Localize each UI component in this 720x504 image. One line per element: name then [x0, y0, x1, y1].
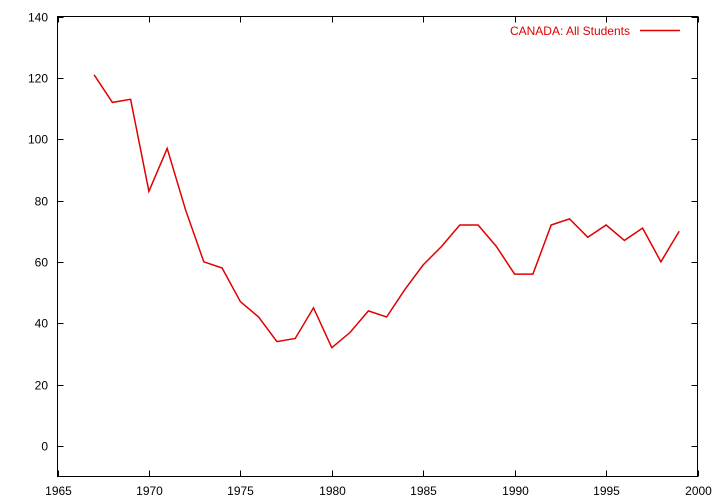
data-point	[403, 287, 407, 291]
data-point	[476, 223, 480, 227]
y-tick-label: 80	[35, 195, 49, 209]
y-tick-label: 100	[28, 133, 48, 147]
data-point	[220, 266, 224, 270]
data-point	[92, 73, 96, 77]
data-point	[385, 315, 389, 319]
data-point	[275, 340, 279, 344]
x-tick-label: 2000	[685, 484, 712, 498]
data-point	[641, 226, 645, 230]
data-point	[202, 260, 206, 264]
axis-ticks	[57, 16, 699, 477]
legend: CANADA: All Students	[510, 24, 680, 38]
data-point	[421, 263, 425, 267]
x-tick-label: 1970	[136, 484, 163, 498]
data-point	[494, 245, 498, 249]
data-point	[257, 315, 261, 319]
x-tick-label: 1985	[410, 484, 437, 498]
legend-label: CANADA: All Students	[510, 24, 630, 38]
data-point	[238, 300, 242, 304]
y-tick-labels: 0 20 40 60 80 100 120 140	[28, 11, 48, 454]
data-point	[312, 306, 316, 310]
x-tick-label: 1990	[502, 484, 529, 498]
x-tick-label: 1980	[319, 484, 346, 498]
data-point	[348, 330, 352, 334]
y-tick-label: 0	[41, 440, 48, 454]
data-point	[293, 337, 297, 341]
data-point	[513, 272, 517, 276]
data-point	[549, 223, 553, 227]
data-point	[677, 229, 681, 233]
data-point	[110, 100, 114, 104]
data-point	[568, 217, 572, 221]
data-point	[165, 146, 169, 150]
data-point	[586, 235, 590, 239]
y-tick-label: 40	[35, 317, 49, 331]
y-tick-label: 20	[35, 379, 49, 393]
data-point	[330, 346, 334, 350]
y-tick-label: 140	[28, 11, 48, 25]
data-point	[184, 208, 188, 212]
x-tick-label: 1995	[593, 484, 620, 498]
data-point	[147, 189, 151, 193]
x-tick-label: 1975	[227, 484, 254, 498]
y-tick-label: 60	[35, 256, 49, 270]
data-point	[531, 272, 535, 276]
data-point	[366, 309, 370, 313]
x-tick-label: 1965	[45, 484, 72, 498]
data-point	[604, 223, 608, 227]
y-tick-label: 120	[28, 72, 48, 86]
data-point	[458, 223, 462, 227]
data-point	[129, 97, 133, 101]
x-tick-labels: 1965 1970 1975 1980 1985 1990 1995 2000	[45, 484, 712, 498]
plot-frame	[57, 16, 698, 477]
data-point	[440, 245, 444, 249]
series-line	[93, 74, 680, 349]
data-point	[659, 260, 663, 264]
series-layer	[92, 73, 681, 350]
data-point	[622, 238, 626, 242]
